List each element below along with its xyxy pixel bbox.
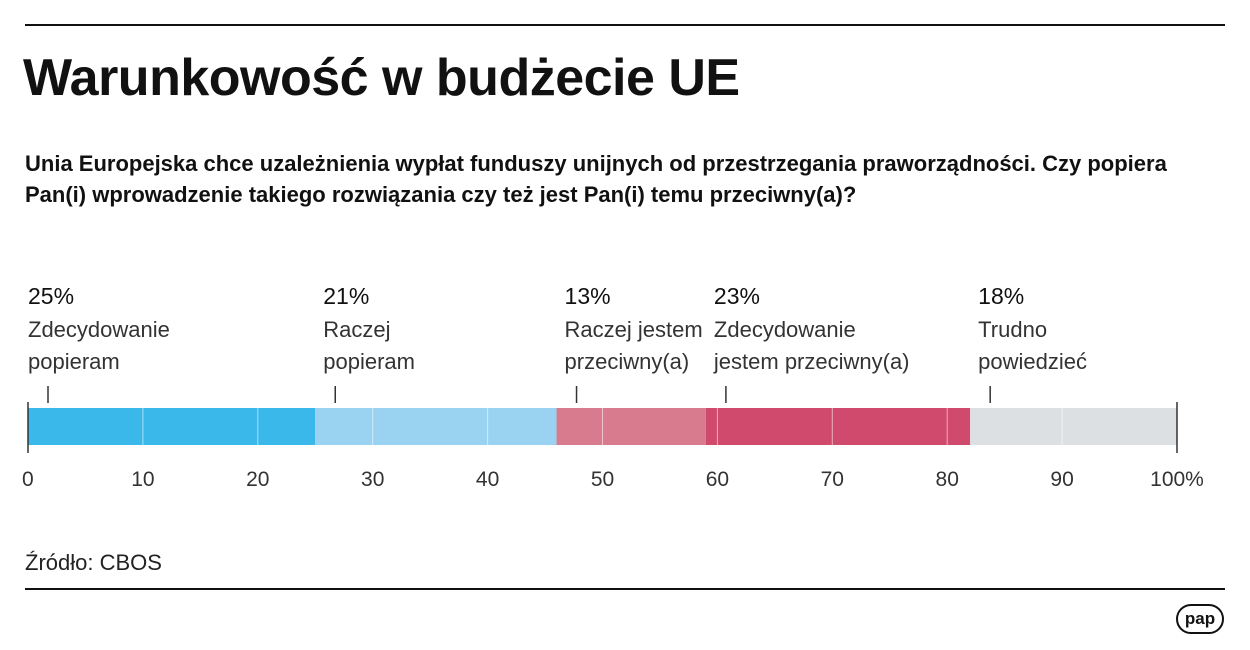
bar-segment-1 — [28, 408, 316, 445]
bottom-rule — [25, 588, 1225, 590]
segment-percent-label: 21% — [323, 283, 369, 309]
source-note: Źródło: CBOS — [25, 550, 162, 575]
segment-percent-label: 18% — [978, 283, 1024, 309]
x-tick-label: 10 — [131, 468, 154, 491]
x-tick-label: 100% — [1150, 468, 1204, 491]
segment-percent-label: 13% — [565, 283, 611, 309]
pap-logo: pap — [1176, 604, 1224, 634]
x-tick-label: 90 — [1050, 468, 1073, 491]
segment-category-label: Raczej jestem — [565, 317, 703, 342]
segment-category-label: przeciwny(a) — [565, 349, 690, 374]
segment-category-label: popieram — [323, 349, 415, 374]
segment-percent-label: 23% — [714, 283, 760, 309]
x-tick-label: 20 — [246, 468, 269, 491]
bar-segment-3 — [556, 408, 706, 445]
segment-category-label: Zdecydowanie — [714, 317, 856, 342]
x-tick-label: 30 — [361, 468, 384, 491]
segment-category-label: Zdecydowanie — [28, 317, 170, 342]
x-tick-label: 40 — [476, 468, 499, 491]
segment-category-label: popieram — [28, 349, 120, 374]
x-tick-label: 60 — [706, 468, 729, 491]
x-tick-label: 80 — [936, 468, 959, 491]
segment-category-label: Trudno — [978, 317, 1047, 342]
top-rule — [25, 24, 1225, 26]
x-tick-label: 50 — [591, 468, 614, 491]
chart-title: Warunkowość w budżecie UE — [23, 49, 740, 107]
bar-segment-4 — [705, 408, 971, 445]
bar-segment-5 — [970, 408, 1177, 445]
segment-category-label: jestem przeciwny(a) — [713, 349, 910, 374]
x-tick-label: 0 — [22, 468, 34, 491]
segment-category-label: powiedzieć — [978, 349, 1087, 374]
chart-subtitle: Unia Europejska chce uzależnienia wypłat… — [25, 151, 1167, 207]
segment-category-label: Raczej — [323, 317, 390, 342]
bar-segment-2 — [315, 408, 557, 445]
x-tick-label: 70 — [821, 468, 844, 491]
segment-percent-label: 25% — [28, 283, 74, 309]
stacked-bar-chart: 25% Zdecydowanie popieram 21% Raczej popieram… — [22, 283, 1204, 491]
